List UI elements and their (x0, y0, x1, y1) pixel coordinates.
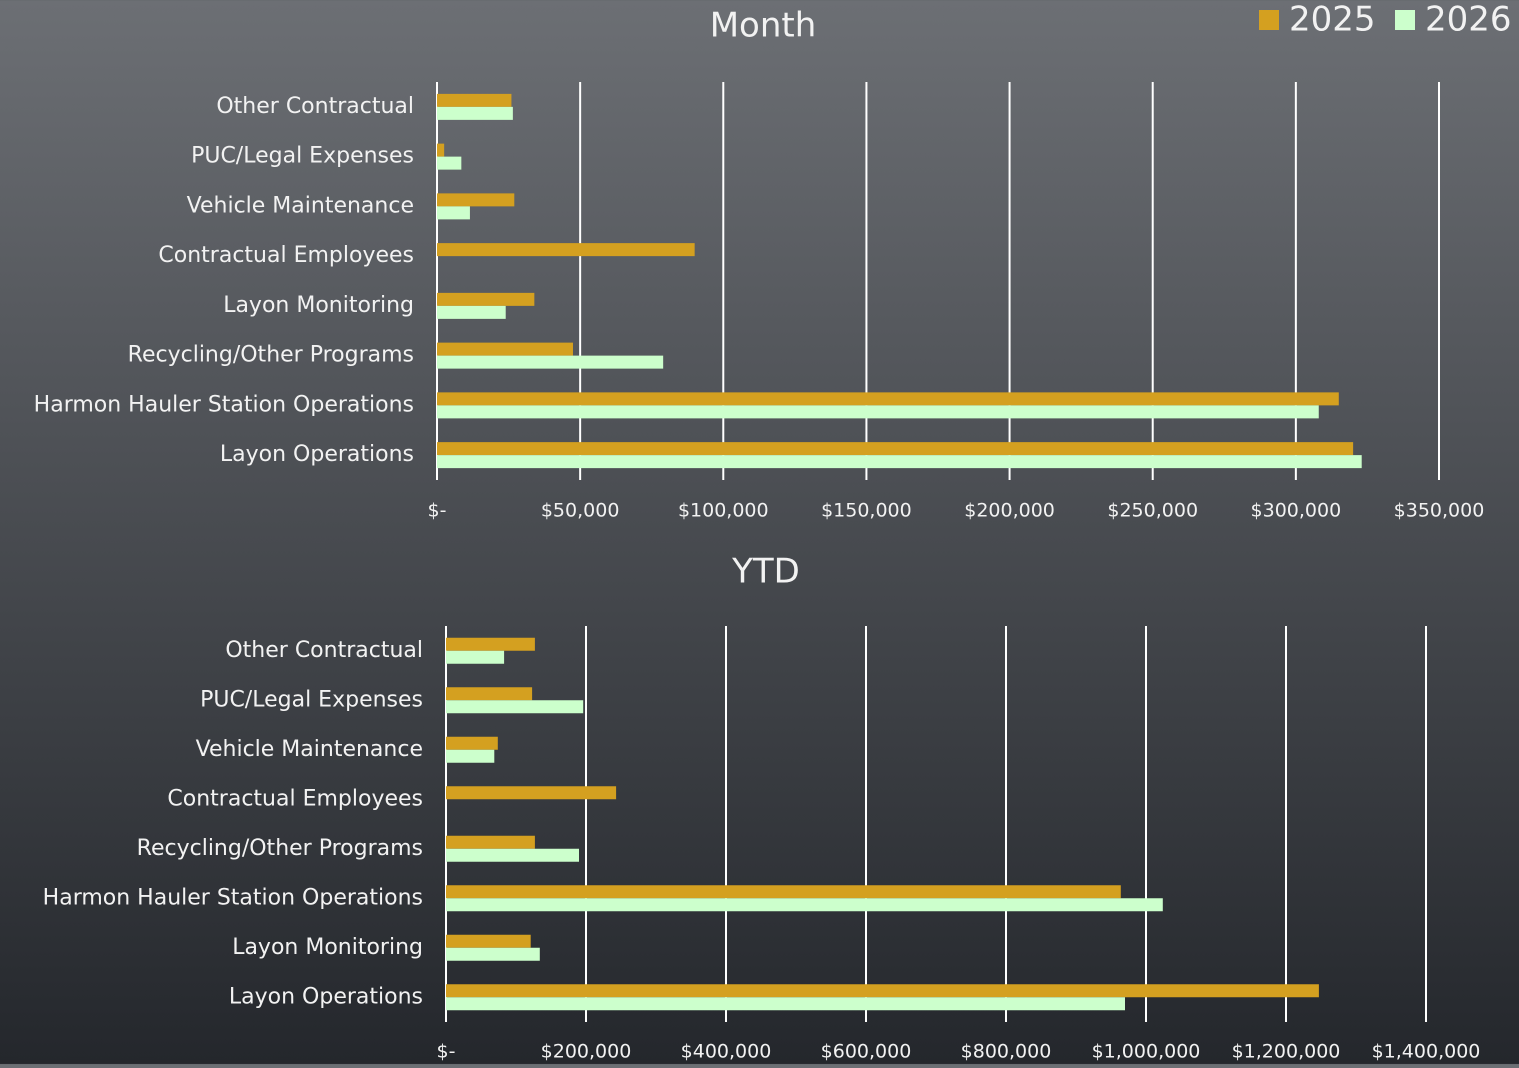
bar (446, 650, 505, 664)
bar (437, 305, 506, 319)
bar (437, 193, 515, 207)
category-label: Layon Operations (229, 984, 423, 1009)
x-tick-label: $150,000 (821, 500, 912, 522)
x-tick-label: $600,000 (821, 1041, 912, 1063)
category-label: PUC/Legal Expenses (191, 144, 414, 169)
bar (446, 947, 540, 961)
category-label: Contractual Employees (167, 786, 423, 811)
bar (446, 934, 531, 948)
bar (446, 786, 617, 800)
x-tick-label: $1,400,000 (1372, 1041, 1481, 1063)
bar (437, 405, 1319, 419)
bar (446, 885, 1121, 899)
bar (446, 749, 495, 763)
category-label: Contractual Employees (158, 243, 414, 268)
x-tick-label: $1,000,000 (1092, 1041, 1201, 1063)
x-tick-label: $- (437, 1041, 456, 1063)
category-label: PUC/Legal Expenses (200, 687, 423, 712)
category-label: Layon Monitoring (223, 293, 414, 318)
x-tick-label: $100,000 (678, 500, 769, 522)
bar (446, 848, 579, 862)
bar (437, 455, 1362, 469)
bar (437, 442, 1354, 456)
bar (437, 292, 535, 306)
category-label: Other Contractual (225, 638, 423, 663)
category-label: Layon Operations (220, 442, 414, 467)
bar (446, 687, 533, 701)
bar (446, 736, 498, 750)
category-label: Harmon Hauler Station Operations (43, 885, 423, 910)
bar (437, 206, 470, 220)
category-label: Layon Monitoring (232, 935, 423, 960)
category-label: Recycling/Other Programs (128, 343, 414, 368)
x-tick-label: $200,000 (541, 1041, 632, 1063)
bar (446, 835, 535, 849)
bar (437, 93, 512, 107)
bar (446, 637, 535, 651)
x-tick-label: $200,000 (964, 500, 1055, 522)
category-label: Recycling/Other Programs (137, 836, 423, 861)
category-label: Vehicle Maintenance (187, 193, 414, 218)
x-tick-label: $350,000 (1394, 500, 1485, 522)
x-tick-label: $50,000 (541, 500, 620, 522)
chart-title: YTD (731, 552, 800, 592)
chart-title: Month (710, 6, 817, 46)
legend-swatch (1259, 10, 1279, 30)
bar (446, 700, 584, 714)
bar (437, 143, 445, 157)
x-tick-label: $400,000 (681, 1041, 772, 1063)
bar (437, 355, 664, 369)
category-label: Other Contractual (216, 94, 414, 119)
legend-label: 2025 (1289, 0, 1376, 40)
x-tick-label: $300,000 (1251, 500, 1342, 522)
x-tick-label: $800,000 (961, 1041, 1052, 1063)
bar (446, 898, 1163, 912)
bar (437, 243, 695, 257)
bar (437, 106, 513, 120)
category-label: Vehicle Maintenance (196, 737, 423, 762)
bar (437, 392, 1339, 406)
bar (446, 984, 1319, 998)
legend-label: 2026 (1425, 0, 1512, 40)
legend-swatch (1395, 10, 1415, 30)
category-label: Harmon Hauler Station Operations (34, 392, 414, 417)
bar (446, 997, 1125, 1011)
x-tick-label: $- (428, 500, 447, 522)
x-tick-label: $250,000 (1107, 500, 1198, 522)
x-tick-label: $1,200,000 (1232, 1041, 1341, 1063)
bar (437, 342, 573, 356)
bar (437, 156, 462, 170)
